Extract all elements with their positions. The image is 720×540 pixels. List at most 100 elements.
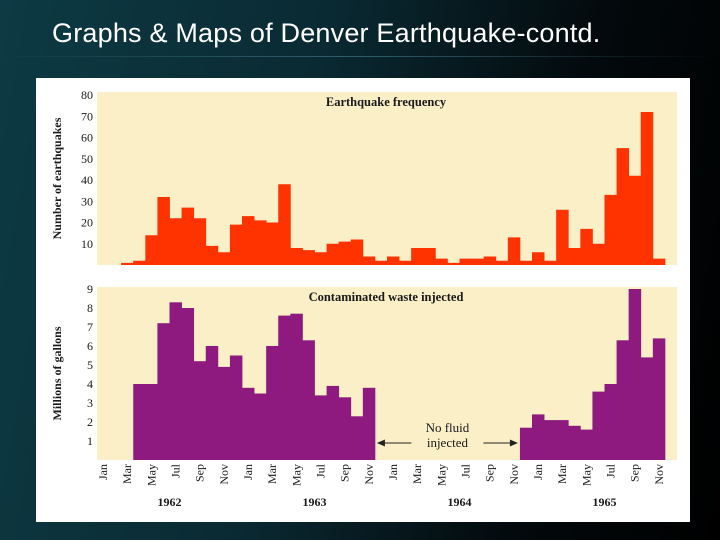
- waste-y-tick: 9: [87, 282, 93, 296]
- quake-bar: [229, 224, 243, 265]
- quake-bar: [278, 184, 291, 265]
- x-tick-month: Jul: [459, 463, 473, 478]
- waste-bar: [326, 385, 340, 460]
- quake-bar: [628, 175, 642, 265]
- quake-bar: [133, 260, 146, 265]
- quake-chart: 10 20 30 40 50 60 70 80 Earthquake frequency Nu…: [50, 88, 677, 265]
- x-tick-month: Sep: [338, 464, 352, 482]
- x-tick-month: Mar: [555, 464, 569, 484]
- waste-y-ticks: 1 2 3 4 5 6 7 8 9: [87, 282, 93, 448]
- quake-bar: [544, 260, 557, 265]
- quake-y-axis-label: Number of earthquakes: [50, 117, 64, 239]
- quake-bar: [387, 256, 400, 265]
- x-tick-month: Jan: [96, 464, 110, 480]
- quake-bar: [302, 250, 315, 265]
- quake-bars: [121, 112, 666, 265]
- arrowhead-right-icon: [509, 439, 518, 447]
- quake-bar: [447, 262, 460, 265]
- waste-bar: [532, 414, 545, 460]
- quake-y-tick: 60: [81, 131, 93, 145]
- waste-bar: [217, 366, 231, 460]
- quake-bar: [495, 260, 509, 265]
- quake-bar: [181, 207, 195, 265]
- waste-bar: [568, 425, 581, 460]
- waste-chart: 1 2 3 4 5 6 7 8 9 Contaminated waste injected Mi…: [50, 282, 677, 460]
- x-tick-month: Jan: [241, 464, 255, 480]
- quake-y-tick: 70: [81, 109, 93, 123]
- x-tick-month: Sep: [483, 464, 497, 482]
- quake-bar: [519, 260, 533, 265]
- waste-bar: [133, 384, 146, 460]
- x-tick-month: Jul: [604, 463, 618, 478]
- x-tick-month: Jan: [531, 464, 545, 480]
- x-tick-month: Nov: [217, 464, 231, 485]
- quake-bar: [157, 197, 170, 265]
- quake-bar: [399, 260, 412, 265]
- x-tick-month: Nov: [362, 464, 376, 485]
- x-tick-month: Jan: [386, 464, 400, 480]
- quake-bar: [568, 248, 581, 265]
- quake-bar: [350, 239, 364, 265]
- quake-bar: [471, 258, 485, 265]
- quake-bar: [435, 258, 448, 265]
- x-tick-month: Jul: [169, 463, 183, 478]
- x-tick-month: Nov: [507, 464, 521, 485]
- x-tick-month: Nov: [652, 464, 666, 485]
- quake-bar: [592, 243, 605, 265]
- quake-bar: [423, 248, 436, 265]
- x-tick-year: 1962: [158, 495, 182, 509]
- chart-svg: 10 20 30 40 50 60 70 80 Earthquake frequency Nu…: [50, 88, 677, 509]
- title-underline: [0, 56, 720, 57]
- waste-y-tick: 2: [87, 415, 93, 429]
- x-tick-month: May: [144, 464, 158, 486]
- slide-title: Graphs & Maps of Denver Earthquake-contd…: [52, 18, 601, 48]
- quake-bar: [326, 243, 340, 265]
- quake-bar: [314, 252, 327, 265]
- x-tick-year: 1965: [593, 495, 617, 509]
- x-tick-month: Jul: [314, 463, 328, 478]
- quake-bar: [640, 112, 654, 265]
- waste-bar: [604, 384, 617, 460]
- waste-bar: [302, 340, 315, 460]
- waste-bar: [350, 416, 364, 460]
- waste-bar: [157, 323, 170, 460]
- no-fluid-annotation: No fluid injected: [376, 420, 518, 450]
- waste-y-tick: 4: [87, 377, 93, 391]
- quake-y-tick: 20: [81, 216, 93, 230]
- waste-bar: [278, 315, 291, 460]
- waste-y-tick: 3: [87, 396, 93, 410]
- waste-bar: [254, 393, 267, 460]
- waste-bar: [242, 387, 255, 460]
- x-tick-month: Sep: [193, 464, 207, 482]
- x-tick-month: May: [434, 464, 448, 486]
- quake-bar: [242, 216, 255, 265]
- quake-y-tick: 50: [81, 152, 93, 166]
- waste-bar: [314, 395, 327, 460]
- x-tick-month: May: [289, 464, 303, 486]
- x-tick-month: Mar: [265, 464, 279, 484]
- waste-bars: [133, 289, 666, 460]
- waste-bar: [181, 308, 195, 460]
- quake-bar: [362, 256, 376, 265]
- quake-bar: [507, 237, 521, 265]
- quake-bar: [217, 252, 231, 265]
- quake-bar: [652, 258, 666, 265]
- quake-bar: [556, 209, 569, 265]
- waste-bar: [362, 387, 376, 460]
- quake-bar: [483, 256, 497, 265]
- x-tick-month: Sep: [628, 464, 642, 482]
- quake-bar: [459, 258, 472, 265]
- quake-bar: [374, 260, 388, 265]
- waste-bar: [193, 361, 207, 460]
- waste-bar: [519, 427, 533, 460]
- x-tick-month: May: [579, 464, 593, 486]
- chart-panel: 10 20 30 40 50 60 70 80 Earthquake frequency Nu…: [36, 78, 690, 522]
- waste-bar: [145, 384, 158, 460]
- x-axis: Jan Mar May Jul Sep Nov Jan Mar May Jul Sep Nov Jan M…: [96, 463, 666, 509]
- waste-bar: [628, 289, 642, 460]
- quake-y-tick: 80: [81, 88, 93, 102]
- x-tick-month: Mar: [120, 464, 134, 484]
- quake-bar: [254, 220, 267, 265]
- quake-chart-title: Earthquake frequency: [326, 95, 447, 109]
- quake-y-tick: 30: [81, 194, 93, 208]
